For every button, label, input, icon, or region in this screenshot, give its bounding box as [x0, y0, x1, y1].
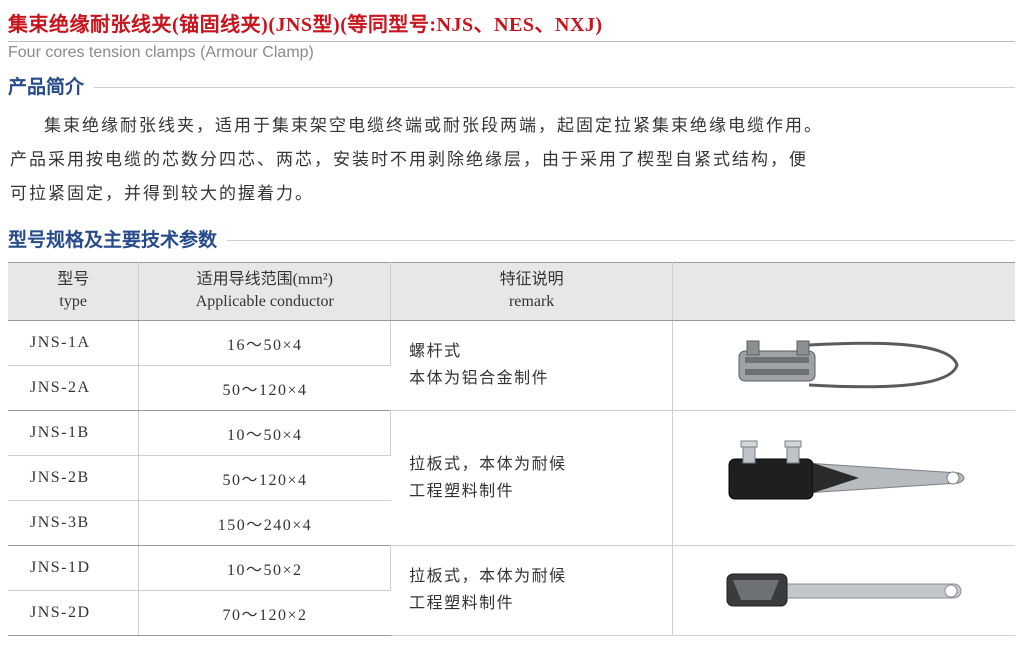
cell-conductor: 70～120×2: [139, 590, 391, 635]
page-title-zh: 集束绝缘耐张线夹(锚固线夹)(JNS型)(等同型号:NJS、NES、NXJ): [8, 4, 1015, 41]
cell-type: JNS-1B: [8, 410, 139, 455]
clamp-screw-type: [673, 320, 1015, 410]
table-header-cell: [673, 263, 1015, 321]
cell-conductor: 150～240×4: [139, 500, 391, 545]
cell-remark: 螺杆式本体为铝合金制件: [391, 320, 673, 410]
spec-table: 型号type适用导线范围(mm²)Applicable conductor特征说…: [8, 262, 1015, 636]
cell-type: JNS-2A: [8, 365, 139, 410]
intro-line-2: 产品采用按电缆的芯数分四芯、两芯，安装时不用剥除绝缘层，由于采用了楔型自紧式结构…: [10, 143, 1013, 177]
title-rule: [8, 41, 1015, 42]
cell-conductor: 50～120×4: [139, 455, 391, 500]
table-row: JNS-1A16～50×4螺杆式本体为铝合金制件: [8, 320, 1015, 365]
cell-conductor: 10～50×2: [139, 545, 391, 590]
cell-conductor: 16～50×4: [139, 320, 391, 365]
section-head-spec: 型号规格及主要技术参数: [8, 225, 1015, 252]
page-title-en: Four cores tension clamps (Armour Clamp): [8, 44, 1015, 66]
table-header-cell: 适用导线范围(mm²)Applicable conductor: [139, 263, 391, 321]
cell-remark: 拉板式，本体为耐候工程塑料制件: [391, 545, 673, 635]
table-header-row: 型号type适用导线范围(mm²)Applicable conductor特征说…: [8, 263, 1015, 321]
section-head-intro-label: 产品简介: [8, 72, 84, 99]
table-header-cell: 型号type: [8, 263, 139, 321]
clamp-plate-type-4core: [673, 410, 1015, 545]
cell-type: JNS-3B: [8, 500, 139, 545]
section-head-intro: 产品简介: [8, 72, 1015, 99]
section-head-spec-label: 型号规格及主要技术参数: [8, 225, 217, 252]
clamp-plate-type-2core: [673, 545, 1015, 635]
section-rule: [94, 87, 1015, 88]
cell-type: JNS-1A: [8, 320, 139, 365]
intro-text: 集束绝缘耐张线夹，适用于集束架空电缆终端或耐张段两端，起固定拉紧集束绝缘电缆作用…: [8, 109, 1015, 219]
table-row: JNS-1B10～50×4拉板式，本体为耐候工程塑料制件: [8, 410, 1015, 455]
cell-type: JNS-2D: [8, 590, 139, 635]
cell-type: JNS-1D: [8, 545, 139, 590]
intro-line-3: 可拉紧固定，并得到较大的握着力。: [10, 177, 1013, 211]
cell-conductor: 10～50×4: [139, 410, 391, 455]
table-header-cell: 特征说明remark: [391, 263, 673, 321]
table-row: JNS-1D10～50×2拉板式，本体为耐候工程塑料制件: [8, 545, 1015, 590]
cell-type: JNS-2B: [8, 455, 139, 500]
cell-conductor: 50～120×4: [139, 365, 391, 410]
cell-remark: 拉板式，本体为耐候工程塑料制件: [391, 410, 673, 545]
section-rule: [227, 240, 1015, 241]
intro-line-1: 集束绝缘耐张线夹，适用于集束架空电缆终端或耐张段两端，起固定拉紧集束绝缘电缆作用…: [10, 109, 1013, 143]
